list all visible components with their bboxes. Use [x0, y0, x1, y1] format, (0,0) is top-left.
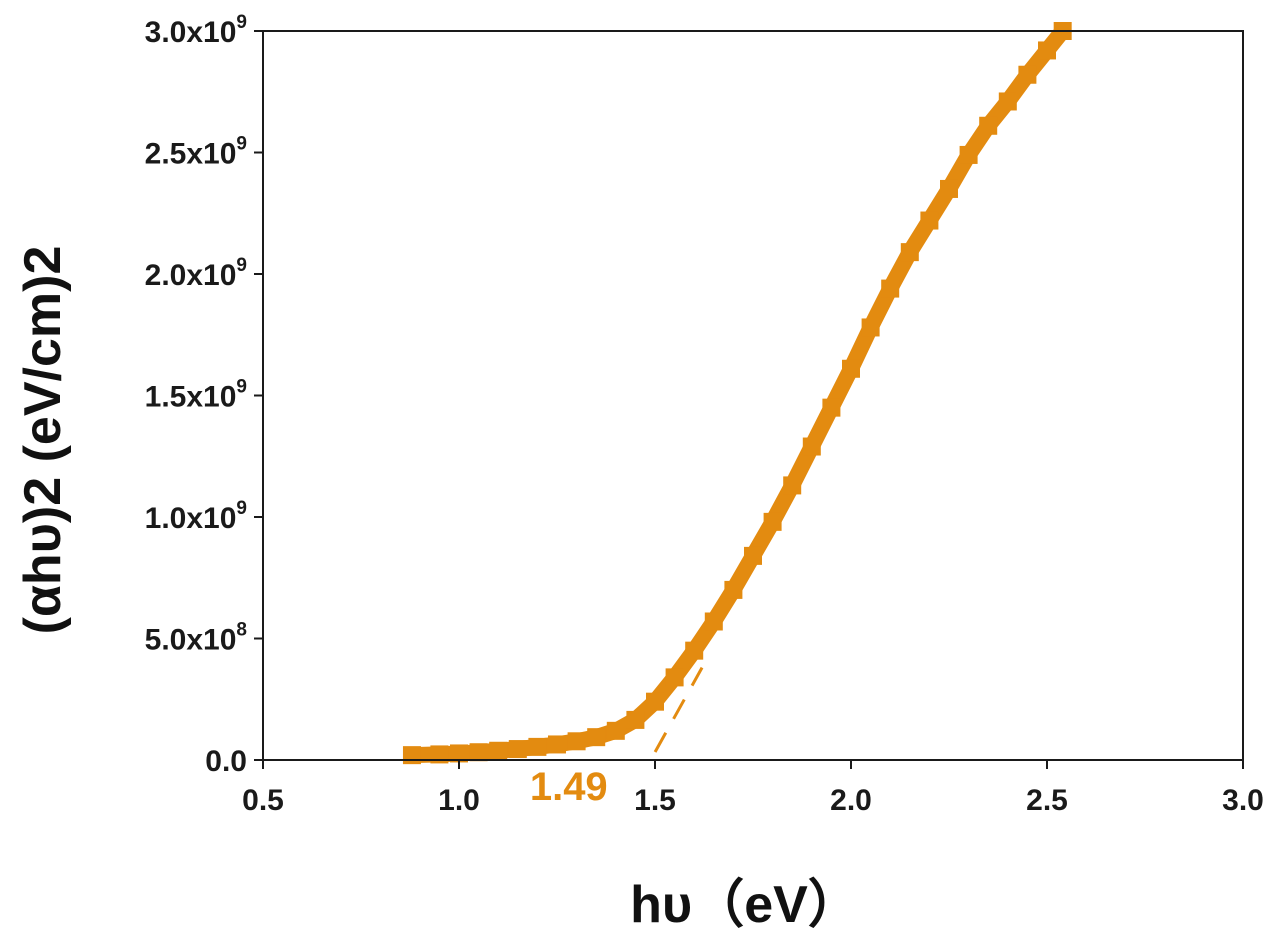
data-curve: [403, 23, 1071, 764]
x-axis-title: hυ（eV）: [630, 876, 860, 934]
data-point: [763, 512, 782, 531]
x-tick-label: 0.5: [242, 784, 284, 817]
y-tick-label: 1.0x109: [145, 498, 247, 535]
data-point: [489, 741, 508, 760]
data-point: [842, 359, 860, 378]
data-point: [548, 735, 566, 754]
data-point: [940, 179, 958, 198]
y-tick-label: 5.0x108: [145, 620, 247, 657]
data-point: [881, 279, 900, 298]
x-tick-label: 1.5: [634, 784, 676, 817]
x-tick-label: 1.0: [438, 784, 480, 817]
x-tick-label: 3.0: [1222, 784, 1264, 817]
data-point: [802, 437, 821, 456]
plot-layer: 1.49: [402, 22, 1072, 809]
y-tick-label: 1.5x109: [145, 377, 247, 414]
plot-frame: [262, 30, 1244, 761]
data-point: [900, 243, 919, 262]
tangent-fit-line: [653, 666, 704, 753]
data-point: [430, 745, 449, 764]
x-tick-label: 2.0: [830, 784, 872, 817]
data-point: [402, 746, 421, 765]
data-point: [998, 92, 1017, 111]
y-tick-label: 3.0x109: [145, 12, 247, 49]
data-point: [724, 580, 743, 599]
data-point: [920, 211, 939, 230]
data-point: [469, 743, 488, 762]
data-point: [1038, 41, 1056, 60]
data-point: [626, 710, 645, 729]
axis-layer: 0.5 1.0 1.5 2.0 2.5 3.0 0.0 5.0x108 1.0x109 1.5x1…: [145, 12, 1264, 817]
data-point: [783, 476, 802, 495]
y-tick-label: 2.5x109: [145, 134, 247, 171]
data-point: [587, 728, 606, 747]
band-gap-annotation: 1.49: [530, 765, 608, 809]
data-point: [744, 546, 762, 565]
data-point: [508, 740, 527, 759]
y-axis-title: (αhυ)2 (eV/cm)2: [14, 246, 72, 635]
data-point: [979, 116, 998, 135]
y-tick-label: 0.0: [205, 745, 247, 778]
data-point: [959, 145, 978, 164]
x-tick-label: 2.5: [1026, 784, 1068, 817]
data-point: [861, 318, 880, 337]
data-point: [450, 744, 468, 763]
data-point: [822, 398, 841, 417]
y-tick-label: 2.0x109: [145, 255, 247, 292]
data-point: [567, 732, 586, 751]
data-point: [1018, 65, 1037, 84]
data-point: [606, 721, 625, 740]
data-point: [704, 612, 723, 631]
data-point: [646, 692, 664, 711]
data-point: [528, 737, 547, 756]
data-point: [665, 668, 684, 687]
data-point: [685, 641, 704, 660]
